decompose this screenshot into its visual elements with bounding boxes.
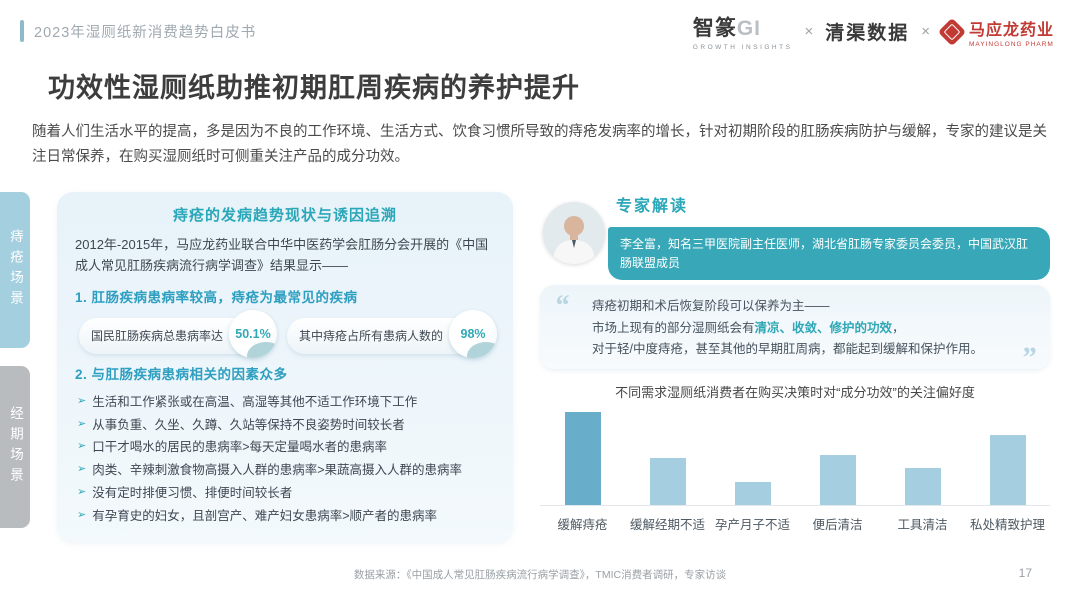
bar-label: 孕产月子不适: [714, 518, 790, 532]
factor-item: ➢ 口干才喝水的居民的患病率>每天定量喝水者的患病率: [77, 436, 495, 459]
arrow-bullet-icon: ➢: [77, 485, 87, 498]
doctor-portrait-icon: [543, 202, 605, 264]
factor-text: 口干才喝水的居民的患病率>每天定量喝水者的患病率: [92, 440, 388, 455]
zhizhuan-logo: 智篆GI GROWTH INSIGHTS: [693, 12, 793, 51]
open-quote-icon: “: [554, 289, 569, 322]
panel-title: 痔疮的发病趋势现状与诱因追溯: [172, 207, 397, 224]
logo-separator-icon: ×: [804, 23, 814, 40]
arrow-bullet-icon: ➢: [77, 508, 87, 521]
factor-item: ➢ 从事负重、久坐、久蹲、久站等保持不良姿势时间较长者: [77, 414, 495, 437]
close-quote-icon: ”: [1021, 341, 1036, 374]
circle-decoration: [467, 341, 498, 358]
page-title: 功效性湿厕纸助推初期肛周疾病的养护提升: [48, 73, 580, 103]
qingqu-logo: 清渠数据: [825, 23, 910, 44]
zhizhuan-name: 智篆: [692, 17, 737, 40]
bar-label: 便后清洁: [812, 518, 863, 532]
bar-5: [904, 468, 941, 505]
stat-row: 国民肛肠疾病总患病率达 50.1% 其中痔疮占所有患病人数的 98%: [75, 309, 498, 358]
factor-text: 肉类、辛辣刺激食物高摄入人群的患病率>果蔬高摄入人群的患病率: [92, 463, 463, 478]
stat-circle-badge: 98%: [449, 309, 498, 358]
page-number: 17: [1018, 566, 1032, 580]
preference-bar-chart: 不同需求湿厕纸消费者在购买决策时对“成分功效”的关注偏好度 缓解痔疮 缓解经期不适…: [540, 382, 1050, 533]
expert-quote-box: “ 痔疮初期和术后恢复阶段可以保养为主—— 市场上现有的部分湿厕纸会有清凉、收敛…: [540, 285, 1050, 374]
mayinglong-logo-text: 马应龙药业 MAYINGLONG PHARM: [969, 16, 1054, 48]
arrow-bullet-icon: ➢: [77, 417, 87, 430]
expert-quote-text: 痔疮初期和术后恢复阶段可以保养为主—— 市场上现有的部分湿厕纸会有清凉、收敛、修…: [592, 296, 1016, 361]
point2-heading: 2. 与肛肠疾病患病相关的因素众多: [75, 366, 288, 382]
breadcrumb-text: 2023年湿厕纸新消费趋势白皮书: [34, 24, 257, 41]
factor-text: 从事负重、久坐、久蹲、久站等保持不良姿势时间较长者: [92, 417, 405, 432]
breadcrumb: 2023年湿厕纸新消费趋势白皮书: [20, 20, 256, 42]
bar-chart-bars: [540, 407, 1050, 506]
stat-label: 国民肛肠疾病总患病率达: [91, 329, 224, 344]
mayinglong-tagline: MAYINGLONG PHARM: [968, 40, 1054, 48]
factor-text: 有孕育史的妇女，且剖宫产、难产妇女患病率>顺产者的患病率: [92, 508, 438, 523]
bar-chart-labels: 缓解痔疮 缓解经期不适 孕产月子不适 便后清洁 工具清洁 私处精致护理: [540, 506, 1050, 533]
bar-label: 工具清洁: [897, 518, 948, 532]
factor-list: ➢ 生活和工作紧张或在高温、高湿等其他不适工作环境下工作 ➢ 从事负重、久坐、久蹲、久…: [75, 391, 495, 528]
quote-line2-highlight: 清凉、收敛、修护的功效: [754, 320, 893, 335]
arrow-bullet-icon: ➢: [77, 463, 87, 476]
factor-text: 没有定时排便习惯、排便时间较长者: [92, 485, 293, 500]
zhizhuan-tagline: GROWTH INSIGHTS: [692, 44, 793, 51]
mayinglong-logo: 马应龙药业 MAYINGLONG PHARM: [937, 16, 1054, 48]
bar-1: [564, 412, 601, 505]
stat-pill-prevalence: 国民肛肠疾病总患病率达 50.1%: [79, 309, 278, 358]
factor-item: ➢ 生活和工作紧张或在高温、高湿等其他不适工作环境下工作: [77, 391, 495, 414]
breadcrumb-accent-bar: [20, 20, 24, 42]
arrow-bullet-icon: ➢: [77, 394, 87, 407]
bar-label: 缓解经期不适: [629, 518, 705, 532]
bar-6: [989, 435, 1026, 505]
bar-label: 缓解痔疮: [557, 518, 608, 532]
mayinglong-name: 马应龙药业: [968, 21, 1054, 39]
factor-item: ➢ 没有定时排便习惯、排便时间较长者: [77, 482, 495, 505]
stat-label: 其中痔疮占所有患病人数的: [299, 329, 444, 344]
bar-3: [734, 482, 771, 505]
chart-title: 不同需求湿厕纸消费者在购买决策时对“成分功效”的关注偏好度: [615, 385, 975, 400]
circle-decoration: [247, 341, 278, 358]
quote-line2-prefix: 市场上现有的部分湿厕纸会有: [592, 320, 755, 335]
stat-value: 50.1%: [235, 326, 271, 341]
sidebar-tab-hemorrhoid-scene[interactable]: 痔疮场景: [0, 192, 30, 348]
sidebar-tab-period-scene[interactable]: 经期场景: [0, 366, 30, 528]
factor-item: ➢ 肉类、辛辣刺激食物高摄入人群的患病率>果蔬高摄入人群的患病率: [77, 459, 495, 482]
stat-circle-badge: 50.1%: [229, 309, 278, 358]
bar-column: [540, 412, 625, 505]
bar-column: [795, 455, 880, 505]
quote-line2-suffix: ，: [892, 320, 905, 335]
panel-intro: 2012年-2015年，马应龙药业联合中华中医药学会肛肠分会开展的《中国成人常见…: [75, 237, 489, 274]
bar-label: 私处精致护理: [969, 518, 1045, 532]
bar-4: [819, 455, 856, 505]
quote-line1: 痔疮初期和术后恢复阶段可以保养为主——: [592, 299, 830, 313]
bar-column: [710, 482, 795, 505]
data-source-note: 数据来源：《中国成人常见肛肠疾病流行病学调查》，TMIC消费者调研，专家访谈: [353, 569, 727, 581]
bar-2: [649, 458, 686, 505]
arrow-bullet-icon: ➢: [77, 440, 87, 453]
zhizhuan-logo-text: 智篆GI: [693, 12, 793, 42]
stat-value: 98%: [460, 326, 486, 341]
expert-credentials-banner: 李全富，知名三甲医院副主任医师，湖北省肛肠专家委员会委员，中国武汉肛肠联盟成员: [608, 227, 1050, 281]
point1-heading: 1. 肛肠疾病患病率较高，痔疮为最常见的疾病: [75, 289, 358, 305]
expert-avatar: [543, 202, 605, 264]
stat-pill-hemorrhoid-share: 其中痔疮占所有患病人数的 98%: [287, 309, 498, 358]
expert-section-title: 专家解读: [616, 198, 689, 215]
factor-item: ➢ 有孕育史的妇女，且剖宫产、难产妇女患病率>顺产者的患病率: [77, 505, 495, 528]
page-intro: 随着人们生活水平的提高，多是因为不良的工作环境、生活方式、饮食习惯所导致的痔疮发…: [32, 124, 1047, 166]
logo-separator-icon: ×: [921, 23, 930, 40]
hemorrhoid-trend-panel: 痔疮的发病趋势现状与诱因追溯 2012年-2015年，马应龙药业联合中华中医药学…: [57, 192, 513, 542]
factor-text: 生活和工作紧张或在高温、高湿等其他不适工作环境下工作: [92, 394, 418, 409]
zhizhuan-suffix: GI: [736, 17, 761, 40]
header-logos: 智篆GI GROWTH INSIGHTS × 清渠数据 × 马应龙药业 MAYI…: [693, 12, 1054, 51]
mayinglong-seal-icon: [937, 17, 967, 46]
bar-column: [965, 435, 1050, 505]
bar-column: [880, 468, 965, 505]
quote-line3: 对于轻/中度痔疮，甚至其他的早期肛周病，都能起到缓解和保护作用。: [592, 342, 983, 356]
bar-column: [625, 458, 710, 505]
